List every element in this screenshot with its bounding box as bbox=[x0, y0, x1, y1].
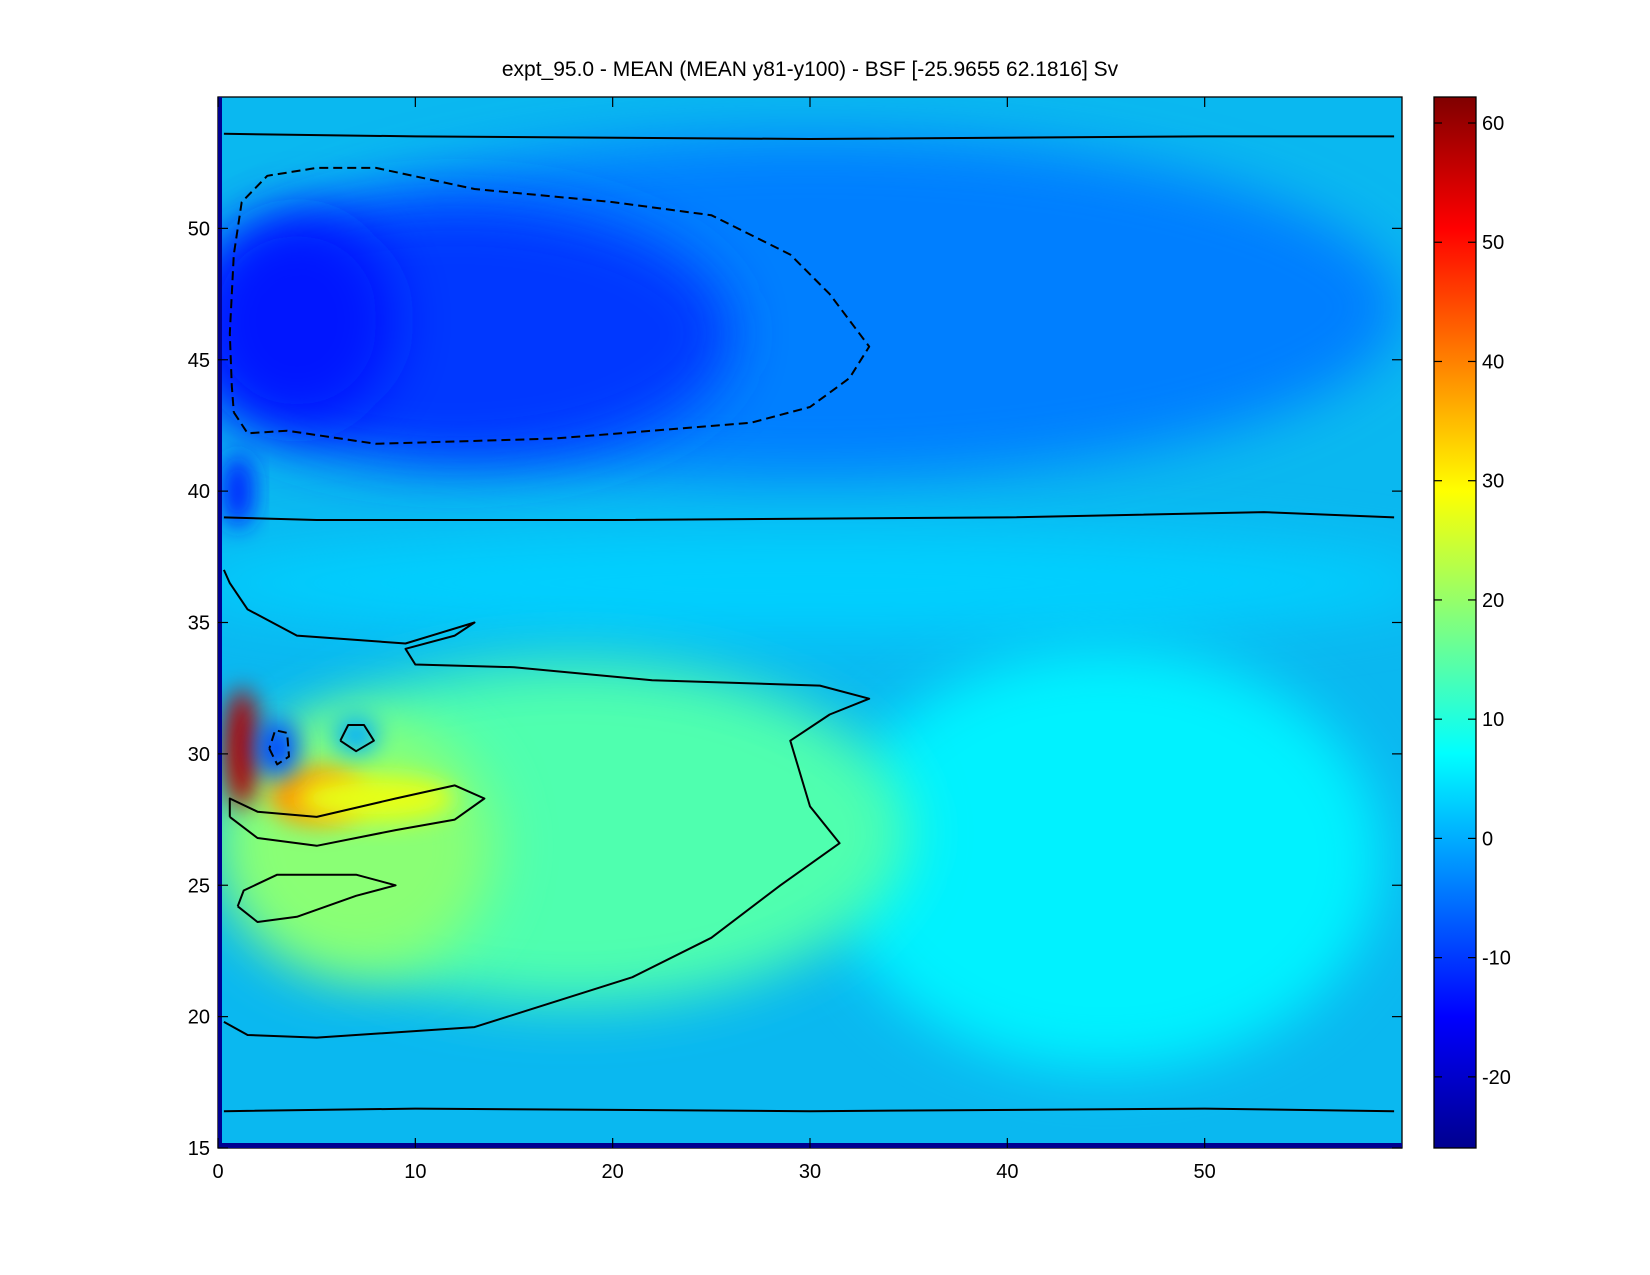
colorbar-ticks: 60 50 40 30 20 10 0 -10 -20 bbox=[1434, 113, 1511, 1089]
x-axis: 0 10 20 30 40 50 bbox=[212, 97, 1216, 1183]
field-shade-3 bbox=[218, 530, 1402, 636]
field-shade-9 bbox=[296, 774, 455, 823]
x-tick-label: 10 bbox=[404, 1161, 426, 1183]
x-tick-label: 0 bbox=[212, 1161, 223, 1183]
contour-line-8 bbox=[339, 724, 375, 753]
field-shade-7 bbox=[223, 688, 260, 810]
colorbar-tick-label: 10 bbox=[1482, 709, 1504, 731]
y-tick-label: 15 bbox=[188, 1138, 210, 1160]
y-tick-label: 40 bbox=[188, 481, 210, 503]
x-tick-label: 40 bbox=[996, 1161, 1018, 1183]
y-tick-label: 50 bbox=[188, 218, 210, 240]
y-tick-label: 30 bbox=[188, 744, 210, 766]
field-shade-2 bbox=[218, 215, 396, 426]
contour-line-2 bbox=[223, 1107, 1395, 1113]
contour-line-1 bbox=[223, 511, 1395, 521]
contour-line-6 bbox=[236, 873, 397, 923]
contour-line-5 bbox=[228, 784, 486, 847]
x-tick-label: 30 bbox=[799, 1161, 821, 1183]
colorbar-tick-label: 0 bbox=[1482, 828, 1493, 850]
colorbar-tick-label: 20 bbox=[1482, 590, 1504, 612]
y-tick-label: 35 bbox=[188, 613, 210, 635]
colorbar-tick-label: -10 bbox=[1482, 948, 1511, 970]
colorbar-tick-label: 40 bbox=[1482, 351, 1504, 373]
contour-line-0 bbox=[223, 132, 1395, 140]
x-tick-label: 20 bbox=[602, 1161, 624, 1183]
colorbar-tick-label: 50 bbox=[1482, 232, 1504, 254]
field-shade-4 bbox=[829, 648, 1383, 1070]
colorbar-tick-label: 30 bbox=[1482, 471, 1504, 493]
colorbar-tick-label: -20 bbox=[1482, 1067, 1511, 1089]
field-shade-10 bbox=[255, 719, 299, 778]
y-tick-label: 25 bbox=[188, 875, 210, 897]
y-tick-label: 20 bbox=[188, 1007, 210, 1029]
colorbar bbox=[1433, 96, 1477, 1149]
field-shade-12 bbox=[221, 454, 254, 528]
plot-area bbox=[218, 97, 1402, 1148]
contour-line-4 bbox=[222, 569, 871, 1039]
y-axis: 15 20 25 30 35 40 45 50 bbox=[188, 218, 1402, 1160]
chart-title: expt_95.0 - MEAN (MEAN y81-y100) - BSF [… bbox=[502, 58, 1119, 81]
contour-line-3 bbox=[228, 166, 871, 445]
field-shading bbox=[218, 136, 1402, 1070]
x-tick-label: 50 bbox=[1194, 1161, 1216, 1183]
contour-line-7 bbox=[268, 729, 290, 766]
colorbar-tick-label: 60 bbox=[1482, 113, 1504, 135]
contour-lines bbox=[222, 132, 1395, 1113]
y-tick-label: 45 bbox=[188, 350, 210, 372]
